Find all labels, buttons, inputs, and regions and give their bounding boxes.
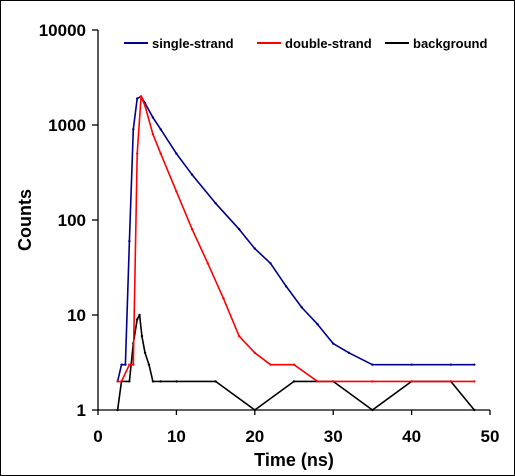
data-point-double-strand — [139, 95, 143, 98]
data-point-single-strand — [371, 363, 374, 366]
data-point-double-strand — [371, 380, 374, 383]
x-axis-title: Time (ns) — [254, 450, 334, 470]
x-tick-label: 50 — [481, 427, 500, 446]
y-axis-title: Counts — [15, 189, 35, 251]
data-point-single-strand — [132, 128, 135, 131]
y-tick-label: 10 — [67, 306, 86, 325]
data-point-single-strand — [269, 262, 272, 265]
legend-label-double-strand: double-strand — [285, 36, 372, 51]
data-point-single-strand — [151, 116, 155, 119]
data-point-single-strand — [128, 239, 131, 243]
x-tick-label: 0 — [93, 427, 102, 446]
data-point-double-strand — [159, 152, 162, 155]
data-point-double-strand — [473, 380, 476, 383]
data-point-background — [138, 313, 141, 317]
y-tick-label: 1000 — [48, 116, 86, 135]
data-point-background — [214, 380, 217, 383]
data-point-double-strand — [175, 190, 178, 193]
data-point-double-strand — [151, 133, 155, 136]
data-point-double-strand — [332, 380, 335, 383]
data-point-single-strand — [159, 128, 162, 131]
data-point-single-strand — [316, 323, 319, 326]
data-point-single-strand — [449, 363, 452, 366]
data-point-single-strand — [124, 363, 127, 366]
data-point-single-strand — [410, 363, 413, 366]
y-tick-label: 10000 — [39, 21, 86, 40]
data-point-single-strand — [347, 351, 351, 355]
data-point-background — [253, 408, 256, 412]
legend-label-single-strand: single-strand — [152, 36, 234, 51]
axes: 0 10 20 30 40 50 1 10 100 1000 10000 — [39, 21, 500, 446]
data-point-background — [175, 380, 178, 383]
data-point-single-strand — [237, 228, 241, 231]
data-point-background — [151, 380, 155, 383]
x-tick-label: 30 — [324, 427, 343, 446]
y-tick-label: 1 — [77, 401, 86, 420]
data-point-background — [143, 351, 147, 355]
series-line-background — [116, 314, 475, 411]
data-point-double-strand — [269, 363, 272, 366]
data-point-single-strand — [300, 306, 304, 309]
data-point-double-strand — [316, 380, 319, 383]
data-point-double-strand — [449, 380, 452, 383]
data-point-background — [128, 380, 131, 383]
data-point-background — [116, 408, 119, 412]
data-point-single-strand — [473, 363, 476, 366]
data-point-single-strand — [175, 152, 178, 155]
x-tick-label: 40 — [402, 427, 421, 446]
series-layer — [116, 95, 476, 412]
data-point-background — [292, 380, 296, 383]
data-point-double-strand — [253, 351, 256, 355]
data-point-single-strand — [332, 342, 335, 345]
data-point-background — [159, 380, 162, 383]
data-point-double-strand — [410, 380, 413, 383]
data-point-background — [136, 318, 139, 321]
legend-label-background: background — [413, 36, 487, 51]
series-line-double-strand — [117, 95, 475, 383]
data-point-single-strand — [136, 97, 139, 100]
x-tick-label: 20 — [245, 427, 264, 446]
data-point-single-strand — [214, 202, 217, 205]
data-point-double-strand — [132, 363, 135, 366]
data-point-double-strand — [120, 380, 123, 383]
data-point-double-strand — [128, 363, 131, 366]
data-point-double-strand — [222, 297, 225, 300]
data-point-single-strand — [253, 247, 256, 250]
series-line-single-strand — [116, 95, 475, 382]
data-point-single-strand — [120, 363, 123, 366]
data-point-double-strand — [292, 363, 296, 366]
y-tick-label: 100 — [58, 211, 86, 230]
x-tick-label: 10 — [167, 427, 186, 446]
data-point-double-strand — [206, 262, 209, 265]
data-point-single-strand — [190, 173, 194, 176]
data-point-double-strand — [237, 334, 241, 338]
data-point-background — [473, 408, 476, 412]
legend: single-strand double-strand background — [124, 36, 487, 51]
data-point-double-strand — [190, 228, 194, 231]
data-point-single-strand — [284, 285, 288, 288]
data-point-double-strand — [143, 104, 147, 107]
data-point-double-strand — [136, 152, 139, 155]
data-point-double-strand — [116, 380, 119, 383]
data-point-background — [371, 408, 374, 412]
data-point-background — [147, 363, 151, 366]
data-point-background — [140, 334, 144, 338]
